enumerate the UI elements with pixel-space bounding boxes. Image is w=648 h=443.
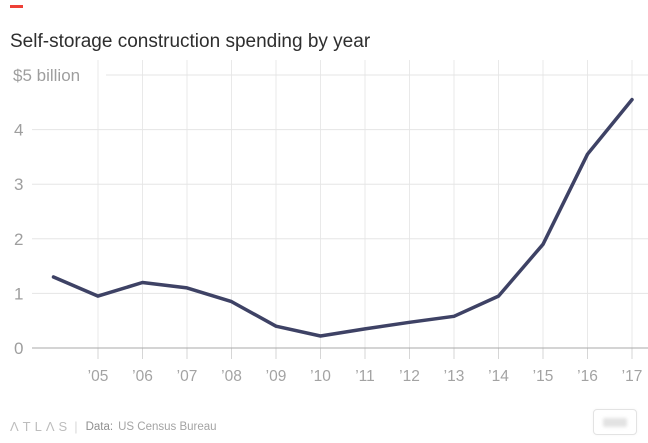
y-axis-label: 1 [14, 284, 23, 303]
y-axis-top-label: $5 billion [13, 66, 80, 85]
footer-separator: | [74, 419, 78, 434]
x-axis-label: ’07 [177, 368, 198, 385]
y-axis-label: 2 [14, 230, 23, 249]
footer: ΛTLΛS | Data: US Census Bureau [10, 419, 217, 434]
x-axis-label: ’12 [399, 368, 420, 385]
x-axis-label: ’16 [577, 368, 598, 385]
x-axis-label: ’14 [488, 368, 509, 385]
y-axis-label: 4 [14, 121, 23, 140]
x-axis-label: ’05 [88, 368, 109, 385]
x-axis-label: ’13 [444, 368, 465, 385]
embed-button[interactable] [593, 409, 637, 435]
brand-kicker-dash [10, 5, 23, 8]
x-axis-label: ’06 [132, 368, 153, 385]
chart-title: Self-storage construction spending by ye… [10, 31, 371, 52]
x-axis-label: ’15 [533, 368, 554, 385]
atlas-logo: ΛTLΛS [10, 419, 72, 434]
x-axis-label: ’09 [266, 368, 287, 385]
x-axis-label: ’10 [310, 368, 331, 385]
spending-line-series [51, 97, 634, 338]
y-axis-label: 3 [14, 175, 23, 194]
x-axis-label: ’17 [622, 368, 643, 385]
footer-source: US Census Bureau [118, 420, 217, 433]
x-axis-label: ’11 [355, 368, 375, 385]
footer-data-label: Data: [85, 420, 114, 433]
x-axis-label: ’08 [221, 368, 242, 385]
y-axis-label: 0 [14, 339, 23, 358]
embed-button-blurred-label [603, 417, 627, 427]
